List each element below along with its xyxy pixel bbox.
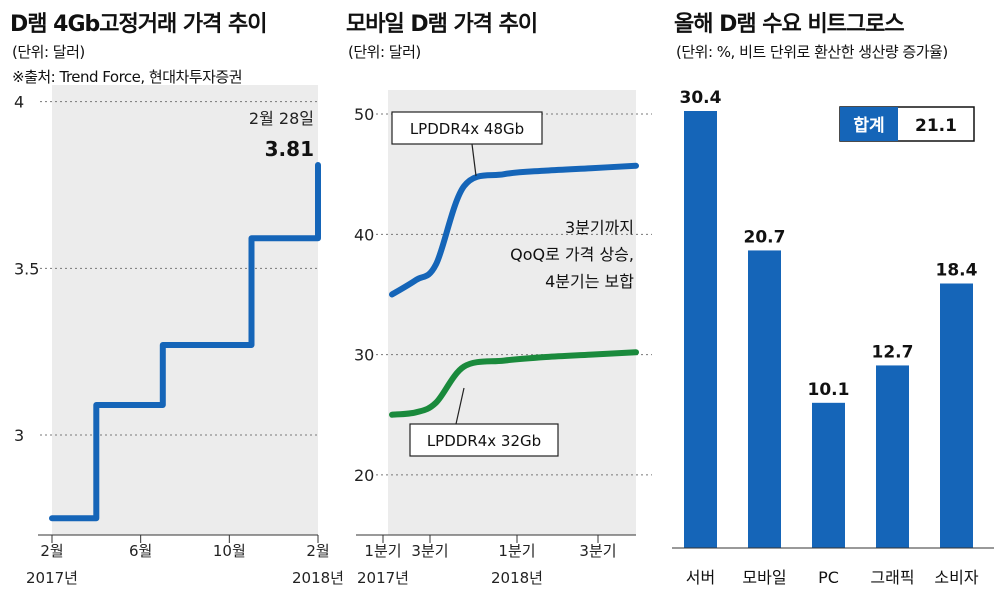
bar-value-label: 12.7	[872, 342, 914, 362]
contract-price-title: D램 4Gb고정거래 가격 추이	[10, 12, 268, 37]
price-line	[49, 162, 321, 522]
plot-area	[388, 90, 636, 535]
contract-price-chart: 3 3.5 4 2월 2017년 6월 10월 2월 2018년 2월 28일 3.81	[14, 85, 344, 587]
annotation-line: QoQ로 가격 상승,	[510, 245, 634, 264]
x-tick-sublabel: 2017년	[357, 569, 409, 587]
series-label-box	[391, 111, 543, 145]
bar-0	[684, 111, 717, 548]
y-tick-label: 30	[354, 346, 374, 365]
y-tick-label: 3	[14, 426, 24, 445]
bar-1	[748, 250, 781, 548]
bar-value-label: 20.7	[744, 227, 786, 247]
bar-value-label: 18.4	[936, 261, 978, 281]
bar-value-label: 30.4	[680, 88, 722, 108]
category-label: 소비자	[934, 568, 978, 587]
bar-3	[876, 365, 909, 548]
last-date-label: 2월 28일	[249, 109, 314, 128]
mobile-price-unit: (단위: 달러)	[348, 43, 421, 61]
mobile-price-title: 모바일 D램 가격 추이	[346, 12, 538, 37]
total-value: 21.1	[915, 116, 957, 136]
annotation-line: 4분기는 보합	[545, 272, 634, 291]
category-label: 모바일	[742, 568, 786, 587]
y-tick-label: 50	[354, 105, 374, 124]
x-tick-label: 1분기	[364, 542, 401, 560]
bar-2	[812, 402, 845, 548]
x-tick-label: 1분기	[498, 542, 535, 560]
y-tick-label: 4	[14, 93, 24, 112]
bit-growth-unit: (단위: %, 비트 단위로 환산한 생산량 증가율)	[676, 43, 948, 61]
total-label: 합계	[853, 115, 884, 136]
last-value-label: 3.81	[265, 137, 314, 161]
x-tick-sublabel: 2018년	[491, 569, 543, 587]
y-tick-label: 20	[354, 466, 374, 485]
x-tick-label: 10월	[213, 542, 246, 560]
contract-price-source: ※출처: Trend Force, 현대차투자증권	[12, 68, 243, 86]
series-leader	[455, 387, 465, 425]
bit-growth-chart: 30.4 서버 20.7 모바일 10.1 PC 12.7 그래픽 18.4 소비자 합계 21.1	[672, 88, 994, 587]
x-tick-label: 3분기	[579, 542, 616, 560]
category-label: 서버	[686, 568, 715, 587]
bar-value-label: 10.1	[808, 380, 850, 400]
y-tick-label: 40	[354, 225, 374, 244]
category-label: PC	[818, 568, 839, 587]
x-tick-label: 3분기	[411, 542, 448, 560]
series-leader	[471, 143, 477, 177]
y-tick-label: 3.5	[14, 259, 39, 278]
series-label-48gb: LPDDR4x 48Gb	[410, 120, 524, 138]
x-tick-label: 2월	[306, 542, 329, 560]
x-tick-sublabel: 2018년	[292, 569, 344, 587]
x-tick-sublabel: 2017년	[26, 569, 78, 587]
series-label-32gb: LPDDR4x 32Gb	[427, 432, 541, 450]
bit-growth-title: 올해 D램 수요 비트그로스	[674, 12, 905, 37]
total-label-bg	[840, 107, 898, 141]
x-tick-label: 6월	[129, 542, 152, 560]
mobile-price-panel: 모바일 D램 가격 추이 (단위: 달러) 20 30 40 50 1분기 2017년 3분…	[336, 0, 654, 599]
lpddr4x-48gb-line	[389, 162, 639, 298]
annotation-line: 3분기까지	[565, 218, 634, 237]
bar-4	[940, 283, 973, 548]
category-label: 그래픽	[870, 568, 914, 587]
x-tick-label: 2월	[40, 542, 63, 560]
contract-price-panel: D램 4Gb고정거래 가격 추이 (단위: 달러) ※출처: Trend For…	[0, 0, 344, 599]
bit-growth-panel: 올해 D램 수요 비트그로스 (단위: %, 비트 단위로 환산한 생산량 증가…	[664, 0, 1000, 599]
series-label-box	[409, 423, 559, 457]
contract-price-unit: (단위: 달러)	[12, 43, 85, 61]
lpddr4x-32gb-line	[389, 349, 639, 418]
